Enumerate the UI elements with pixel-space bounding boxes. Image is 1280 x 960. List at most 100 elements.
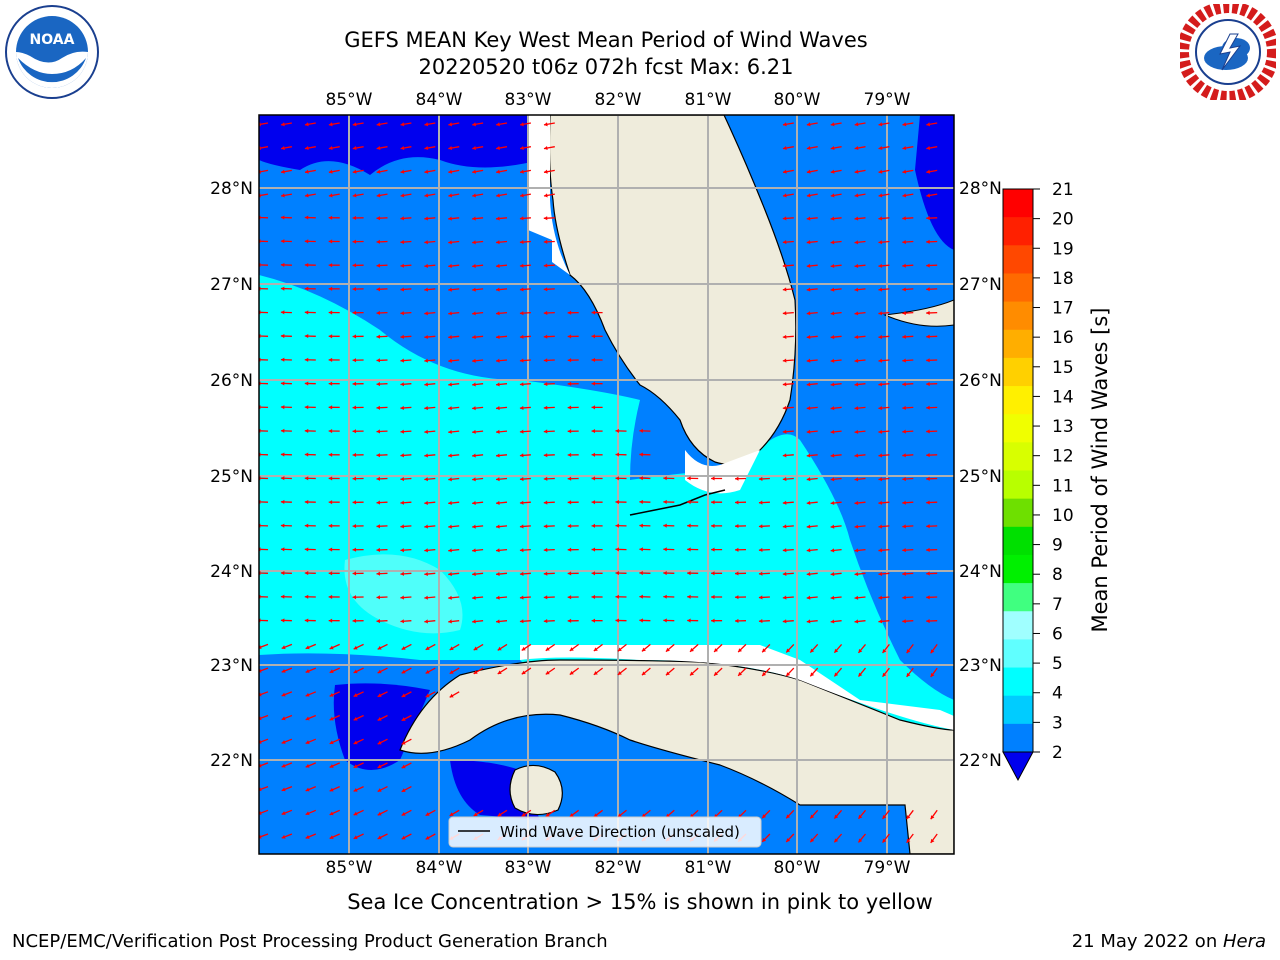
- wave-direction-arrowhead: [830, 524, 835, 529]
- wave-direction-arrowhead: [448, 263, 452, 269]
- wave-direction-arrowhead: [806, 453, 811, 458]
- wave-direction-arrowhead: [735, 500, 739, 505]
- wave-direction-arrowhead: [926, 429, 930, 434]
- wave-direction-arrowhead: [878, 477, 883, 482]
- wave-direction-arrowhead: [329, 835, 334, 839]
- wave-direction-arrowhead: [520, 122, 524, 127]
- wave-direction-arrowhead: [353, 787, 358, 792]
- wave-direction-arrowhead: [353, 645, 358, 650]
- wave-direction-arrowhead: [401, 835, 406, 840]
- wave-direction-arrowhead: [352, 215, 357, 221]
- wave-direction-arrowhead: [926, 169, 931, 174]
- wave-direction-arrowhead: [567, 523, 572, 529]
- wave-direction-arrowhead: [906, 649, 911, 654]
- colorbar-segment: [1003, 386, 1033, 415]
- wave-direction-arrowhead: [376, 476, 381, 481]
- colorbar-segment: [1003, 357, 1033, 387]
- wave-direction-arrowhead: [400, 500, 404, 505]
- chart-title-line1: GEFS MEAN Key West Mean Period of Wind W…: [344, 28, 868, 52]
- wave-direction-arrowhead: [280, 452, 285, 457]
- wave-direction-arrowhead: [902, 382, 906, 387]
- wave-direction-arrowhead: [711, 500, 715, 505]
- wave-direction-arrowhead: [519, 239, 524, 245]
- wave-direction-arrowhead: [786, 814, 791, 819]
- wave-direction-arrowhead: [328, 122, 333, 127]
- wave-direction-arrowhead: [567, 429, 572, 434]
- wave-direction-arrowhead: [593, 671, 598, 675]
- colorbar-tick-label: 6: [1052, 624, 1063, 644]
- wave-direction-arrowhead: [543, 239, 548, 244]
- wave-direction-arrowhead: [878, 524, 883, 529]
- wave-direction-arrowhead: [834, 648, 839, 653]
- wave-direction-arrowhead: [352, 334, 357, 339]
- wave-direction-arrowhead: [328, 381, 333, 386]
- wave-direction-arrowhead: [543, 287, 548, 292]
- wave-direction-arrowhead: [521, 646, 526, 651]
- wave-direction-arrowhead: [567, 595, 572, 600]
- wave-direction-arrowhead: [328, 405, 333, 410]
- wave-direction-arrowhead: [930, 649, 935, 654]
- wave-direction-arrowhead: [304, 357, 309, 362]
- wave-direction-arrowhead: [448, 595, 452, 600]
- wave-direction-arrowhead: [567, 405, 572, 410]
- wave-direction-arrowhead: [304, 381, 309, 386]
- wave-direction-arrowhead: [376, 571, 381, 576]
- wave-direction-arrowhead: [806, 571, 811, 577]
- wave-direction-arrowhead: [472, 500, 476, 506]
- wave-direction-arrowhead: [448, 453, 452, 458]
- wave-direction-arrowhead: [281, 122, 285, 127]
- wave-direction-arrowhead: [519, 453, 524, 458]
- wave-direction-arrowhead: [376, 169, 381, 174]
- wave-direction-arrowhead: [735, 618, 739, 623]
- wave-direction-arrowhead: [304, 571, 309, 576]
- wave-direction-arrowhead: [878, 169, 883, 174]
- wave-direction-arrowhead: [305, 716, 310, 721]
- wave-direction-arrowhead: [400, 169, 405, 174]
- wave-direction-arrowhead: [496, 595, 500, 600]
- wave-direction-arrowhead: [615, 476, 619, 481]
- wave-direction-arrowhead: [424, 287, 428, 292]
- wave-direction-arrowhead: [281, 692, 286, 697]
- wave-direction-arrowhead: [543, 122, 548, 127]
- wave-direction-arrowhead: [567, 310, 572, 315]
- wave-direction-arrowhead: [496, 619, 500, 624]
- wave-direction-arrowhead: [400, 122, 405, 127]
- wave-direction-arrowhead: [448, 619, 452, 624]
- graticule: [259, 115, 954, 854]
- wave-direction-arrowhead: [782, 524, 787, 529]
- wave-direction-arrowhead: [449, 693, 454, 698]
- wave-direction-arrowhead: [543, 618, 548, 624]
- wave-direction-arrowhead: [280, 286, 285, 291]
- colorbar-segment: [1003, 442, 1033, 471]
- wave-direction-arrowhead: [448, 122, 453, 127]
- noaa-logo: NOAA: [4, 4, 100, 104]
- wave-direction-arrowhead: [281, 193, 285, 198]
- wave-direction-arrowhead: [473, 646, 478, 651]
- colorbar-segment: [1003, 611, 1033, 640]
- wave-direction-arrowhead: [425, 669, 430, 674]
- wave-direction-arrowhead: [902, 405, 906, 410]
- lon-label-top: 81°W: [685, 90, 732, 110]
- wave-direction-arrowhead: [281, 740, 286, 744]
- wave-direction-arrowhead: [926, 358, 930, 363]
- florida-keys: [629, 489, 726, 516]
- colorbar-tick-label: 13: [1052, 417, 1074, 437]
- wave-direction-arrowhead: [496, 406, 500, 411]
- lat-label-right: 23°N: [959, 656, 1002, 676]
- wave-direction-arrowhead: [472, 240, 476, 245]
- lon-label-top: 84°W: [416, 90, 463, 110]
- wave-direction-arrowhead: [615, 618, 619, 623]
- wave-direction-arrowhead: [830, 287, 835, 292]
- wave-direction-arrowhead: [281, 668, 286, 673]
- wave-direction-arrowhead: [878, 263, 883, 268]
- wave-direction-arrowhead: [280, 405, 285, 410]
- period-band-0-2-north: [259, 115, 540, 175]
- wave-direction-arrowhead: [329, 764, 334, 768]
- wave-direction-arrowhead: [328, 263, 333, 268]
- wave-direction-arrowhead: [854, 453, 859, 458]
- wave-direction-arrowhead: [834, 838, 839, 843]
- lat-label-left: 22°N: [210, 751, 253, 771]
- wave-direction-arrowhead: [878, 334, 883, 340]
- wave-direction-arrowhead: [496, 122, 500, 127]
- wave-direction-arrowhead: [782, 358, 787, 363]
